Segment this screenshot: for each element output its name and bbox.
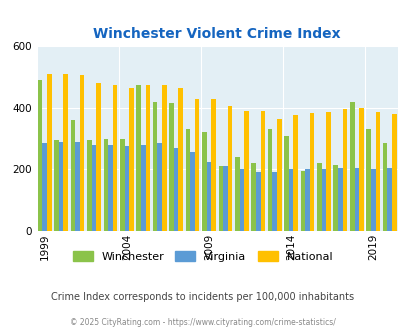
Bar bbox=[316, 163, 321, 231]
Bar bbox=[38, 80, 43, 231]
Bar bbox=[124, 146, 129, 231]
Bar bbox=[300, 171, 305, 231]
Bar bbox=[87, 140, 92, 231]
Bar bbox=[305, 169, 309, 231]
Bar bbox=[382, 143, 386, 231]
Bar bbox=[113, 85, 117, 231]
Bar bbox=[185, 129, 190, 231]
Bar bbox=[202, 132, 206, 231]
Bar bbox=[223, 166, 227, 231]
Bar bbox=[218, 166, 223, 231]
Bar bbox=[272, 173, 276, 231]
Bar bbox=[391, 114, 396, 231]
Legend: Winchester, Virginia, National: Winchester, Virginia, National bbox=[68, 247, 337, 267]
Bar bbox=[194, 99, 199, 231]
Bar bbox=[333, 165, 337, 231]
Bar bbox=[92, 145, 96, 231]
Bar bbox=[309, 113, 313, 231]
Bar bbox=[365, 129, 370, 231]
Bar bbox=[59, 142, 63, 231]
Bar bbox=[243, 111, 248, 231]
Bar bbox=[206, 162, 211, 231]
Bar bbox=[227, 106, 232, 231]
Bar bbox=[157, 143, 162, 231]
Bar bbox=[239, 169, 243, 231]
Bar bbox=[80, 76, 84, 231]
Bar bbox=[43, 143, 47, 231]
Bar bbox=[120, 139, 124, 231]
Bar bbox=[190, 152, 194, 231]
Bar bbox=[293, 115, 297, 231]
Bar bbox=[370, 169, 375, 231]
Bar bbox=[375, 113, 379, 231]
Bar bbox=[386, 168, 391, 231]
Bar bbox=[136, 85, 141, 231]
Bar bbox=[326, 113, 330, 231]
Bar bbox=[70, 120, 75, 231]
Bar bbox=[354, 168, 358, 231]
Bar bbox=[54, 140, 59, 231]
Bar bbox=[169, 103, 173, 231]
Bar bbox=[234, 157, 239, 231]
Bar bbox=[162, 85, 166, 231]
Bar bbox=[129, 88, 133, 231]
Bar bbox=[342, 109, 346, 231]
Bar bbox=[358, 108, 363, 231]
Bar bbox=[288, 169, 293, 231]
Bar bbox=[152, 102, 157, 231]
Bar bbox=[255, 173, 260, 231]
Bar bbox=[75, 142, 80, 231]
Bar bbox=[173, 148, 178, 231]
Bar bbox=[211, 99, 215, 231]
Bar bbox=[47, 74, 51, 231]
Bar bbox=[321, 169, 326, 231]
Bar bbox=[276, 118, 281, 231]
Bar bbox=[96, 83, 101, 231]
Bar bbox=[145, 85, 150, 231]
Title: Winchester Violent Crime Index: Winchester Violent Crime Index bbox=[93, 27, 340, 41]
Text: Crime Index corresponds to incidents per 100,000 inhabitants: Crime Index corresponds to incidents per… bbox=[51, 292, 354, 302]
Bar bbox=[349, 102, 354, 231]
Bar bbox=[103, 139, 108, 231]
Text: © 2025 CityRating.com - https://www.cityrating.com/crime-statistics/: © 2025 CityRating.com - https://www.city… bbox=[70, 318, 335, 327]
Bar bbox=[260, 111, 264, 231]
Bar bbox=[63, 74, 68, 231]
Bar bbox=[108, 145, 113, 231]
Bar bbox=[284, 136, 288, 231]
Bar bbox=[251, 163, 255, 231]
Bar bbox=[267, 129, 272, 231]
Bar bbox=[337, 168, 342, 231]
Bar bbox=[178, 88, 183, 231]
Bar bbox=[141, 145, 145, 231]
